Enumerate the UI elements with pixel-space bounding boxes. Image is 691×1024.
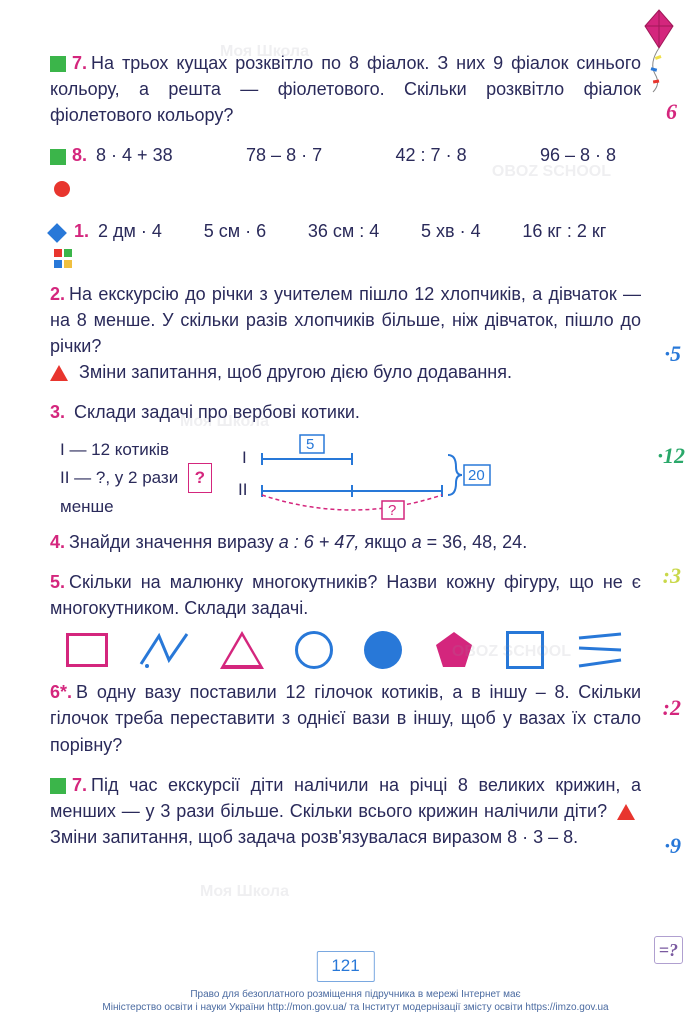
task-text: Під час екскурсії діти налічили на річці… <box>50 775 641 821</box>
task-6: 6*.В одну вазу поставили 12 гілочок коти… <box>50 679 641 757</box>
lines-shape <box>575 630 625 670</box>
broken-line-shape <box>139 630 189 670</box>
square-shape <box>506 631 544 669</box>
svg-text:20: 20 <box>468 467 485 484</box>
task-change: Зміни запитання, щоб задача розв'язувала… <box>50 827 578 847</box>
expression: 96 – 8 · 8 <box>540 142 616 168</box>
triangle-shape <box>220 631 264 669</box>
task-number: 1. <box>74 221 89 241</box>
kite-icon <box>639 8 679 94</box>
margin-number: :2 <box>663 692 681 724</box>
task-5: 5.Скільки на малюнку многокутників? Назв… <box>50 569 641 621</box>
task-text: На трьох кущах розквітло по 8 фіалок. З … <box>50 53 641 125</box>
footer: Право для безоплатного розміщення підруч… <box>60 988 651 1014</box>
task-7b: 7.Під час екскурсії діти налічили на річ… <box>50 772 641 850</box>
question-box: ? <box>188 463 212 492</box>
triangle-red-icon <box>617 804 635 820</box>
task-number: 3. <box>50 402 65 422</box>
task-text: На екскурсію до річки з учителем пішло 1… <box>50 284 641 356</box>
task-number: 5. <box>50 572 65 592</box>
task-text: Знайди значення виразу <box>69 532 279 552</box>
expression: а : 6 + 47, <box>279 532 360 552</box>
svg-text:І: І <box>242 448 247 467</box>
expression: 2 дм · 4 <box>98 218 162 244</box>
margin-number: :3 <box>663 560 681 592</box>
circle-fill-shape <box>364 631 402 669</box>
task-number: 7. <box>72 53 87 73</box>
square-green-icon <box>50 56 66 72</box>
task-3-diagram: І — 12 котиків ІІ — ?, у 2 рази ? менше … <box>60 433 641 523</box>
task-text: В одну вазу поставили 12 гілочок котиків… <box>50 682 641 754</box>
shapes-row <box>50 629 641 671</box>
triangle-red-icon <box>50 365 68 381</box>
task-8: 8. 8 · 4 + 38 78 – 8 · 7 42 : 7 · 8 96 –… <box>50 142 641 168</box>
square-green-icon <box>50 778 66 794</box>
task-number: 6*. <box>50 682 72 702</box>
task-number: 2. <box>50 284 65 304</box>
expression: 5 см · 6 <box>204 218 266 244</box>
margin-number: ·5 <box>665 338 682 370</box>
task-text: Скільки на малюнку многокутників? Назви … <box>50 572 641 618</box>
expression: 78 – 8 · 7 <box>246 142 322 168</box>
task-2: 2.На екскурсію до річки з учителем пішло… <box>50 281 641 385</box>
margin-number: ·12 <box>658 440 686 472</box>
task-number: 4. <box>50 532 65 552</box>
segment-diagram: І 5 ІІ ? 20 <box>232 433 492 523</box>
rectangle-shape <box>66 633 108 667</box>
expression: 8 · 4 + 38 <box>96 142 173 168</box>
expression: 36 см : 4 <box>308 218 379 244</box>
task-number: 7. <box>72 775 87 795</box>
svg-text:5: 5 <box>306 436 314 453</box>
margin-number: =? <box>654 936 683 964</box>
diamond-blue-icon <box>47 223 67 243</box>
circle-outline-shape <box>295 631 333 669</box>
task-3: 3. Склади задачі про вербові котики. <box>50 399 641 425</box>
task-number: 8. <box>72 145 87 165</box>
margin-number: 6 <box>666 96 677 128</box>
task-1b: 1. 2 дм · 4 5 см · 6 36 см : 4 5 хв · 4 … <box>50 218 641 244</box>
pentagon-shape <box>433 629 475 671</box>
task-change: Зміни запитання, щоб другою дією було до… <box>79 362 512 382</box>
watermark: Моя Школа <box>200 880 289 903</box>
svg-text:ІІ: ІІ <box>238 480 247 499</box>
four-square-icon <box>54 249 74 269</box>
diagram-left-text: І — 12 котиків ІІ — ?, у 2 рази ? менше <box>60 436 212 520</box>
expression: 16 кг : 2 кг <box>522 218 606 244</box>
svg-text:?: ? <box>388 502 396 519</box>
margin-number: ·9 <box>665 830 682 862</box>
expression: 42 : 7 · 8 <box>396 142 467 168</box>
expression: 5 хв · 4 <box>421 218 481 244</box>
circle-red-icon <box>54 181 70 197</box>
square-green-icon <box>50 149 66 165</box>
task-4: 4.Знайди значення виразу а : 6 + 47, якщ… <box>50 529 641 555</box>
page-number: 121 <box>316 951 374 982</box>
task-7: 7.На трьох кущах розквітло по 8 фіалок. … <box>50 50 641 128</box>
task-text: Склади задачі про вербові котики. <box>74 402 360 422</box>
